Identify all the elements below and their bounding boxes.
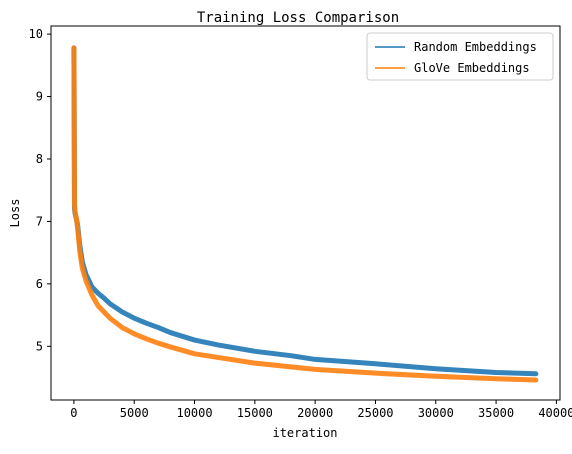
legend: Random Embeddings GloVe Embeddings (366, 32, 554, 81)
x-tick-label: 25000 (357, 406, 393, 420)
x-tick-label: 35000 (478, 406, 514, 420)
x-tick-label: 30000 (418, 406, 454, 420)
legend-label-glove: GloVe Embeddings (414, 61, 530, 75)
y-axis: 5 6 7 8 9 10 (29, 27, 51, 353)
x-tick-label: 0 (70, 406, 77, 420)
y-tick-label: 6 (36, 277, 43, 291)
legend-label-random: Random Embeddings (414, 40, 537, 54)
y-axis-label: Loss (8, 199, 22, 228)
x-tick-label: 40000 (538, 406, 572, 420)
y-tick-label: 8 (36, 152, 43, 166)
chart-title: Training Loss Comparison (197, 10, 399, 26)
series-line-glove-embeddings (71, 45, 539, 383)
y-tick-label: 7 (36, 214, 43, 228)
legend-box (366, 32, 554, 81)
x-tick-label: 20000 (297, 406, 333, 420)
x-tick-label: 10000 (176, 406, 212, 420)
plot-area-frame (50, 25, 561, 401)
y-tick-label: 10 (29, 27, 43, 41)
y-tick-label: 9 (36, 90, 43, 104)
y-tick-label: 5 (36, 339, 43, 353)
x-axis-label: iteration (272, 426, 337, 440)
x-axis: 0 5000 10000 15000 20000 25000 30000 35000 40000 (70, 400, 572, 420)
x-tick-label: 15000 (237, 406, 273, 420)
x-tick-label: 5000 (120, 406, 149, 420)
